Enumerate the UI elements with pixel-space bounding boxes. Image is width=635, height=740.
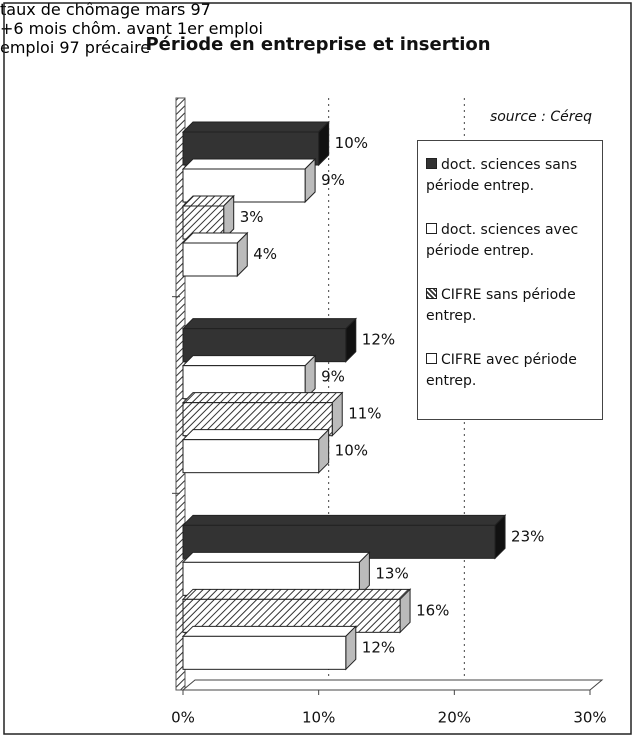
bar-top xyxy=(181,318,358,330)
x-tick-label: 30% xyxy=(573,709,606,727)
legend-item: doct. sciences avec période entrep. xyxy=(426,220,596,262)
category-label: emploi 97 précaire xyxy=(0,38,151,57)
value-label: 10% xyxy=(335,134,368,152)
value-label: 13% xyxy=(375,564,408,582)
bar-top xyxy=(181,121,330,133)
legend-swatch xyxy=(426,288,437,299)
value-label: 9% xyxy=(321,368,345,386)
legend-label: CIFRE sans période entrep. xyxy=(426,287,576,324)
bar-top xyxy=(181,625,358,637)
frame xyxy=(3,2,632,735)
chart-title: Période en entreprise et insertion xyxy=(145,34,490,55)
bar xyxy=(182,635,347,670)
x-tick-label: 10% xyxy=(302,709,335,727)
bar-top xyxy=(181,232,249,244)
bar xyxy=(182,242,238,277)
legend-swatch xyxy=(426,353,437,364)
value-label: 4% xyxy=(253,245,277,263)
value-label: 12% xyxy=(362,638,395,656)
category-label: taux de chômage mars 97 xyxy=(0,0,211,19)
legend-label: CIFRE avec période entrep. xyxy=(426,352,577,389)
value-label: 23% xyxy=(511,527,544,545)
bar-top xyxy=(181,429,330,441)
bar-top xyxy=(181,514,507,526)
bar-top xyxy=(181,551,371,563)
value-label: 10% xyxy=(335,442,368,460)
annotation: source : Céreq xyxy=(490,109,592,125)
legend-item: CIFRE sans période entrep. xyxy=(426,285,596,327)
bar-top xyxy=(181,392,344,404)
legend-label: doct. sciences avec période entrep. xyxy=(426,222,579,259)
bar-top xyxy=(181,588,412,600)
value-label: 11% xyxy=(348,405,381,423)
legend: doct. sciences sans période entrep. doct.… xyxy=(417,140,603,420)
value-label: 9% xyxy=(321,171,345,189)
legend-item: CIFRE avec période entrep. xyxy=(426,350,596,392)
bar-top xyxy=(181,158,317,170)
category-label: +6 mois chôm. avant 1er emploi xyxy=(0,19,263,38)
bar xyxy=(182,439,320,474)
legend-swatch xyxy=(426,223,437,234)
x-tick-label: 0% xyxy=(171,709,195,727)
value-label: 16% xyxy=(416,601,449,619)
value-label: 3% xyxy=(240,208,264,226)
bar-top xyxy=(181,355,317,367)
value-label: 12% xyxy=(362,331,395,349)
legend-item: doct. sciences sans période entrep. xyxy=(426,155,596,197)
x-tick-label: 20% xyxy=(438,709,471,727)
legend-label: doct. sciences sans période entrep. xyxy=(426,157,578,194)
floor xyxy=(181,679,604,691)
legend-swatch xyxy=(426,158,437,169)
